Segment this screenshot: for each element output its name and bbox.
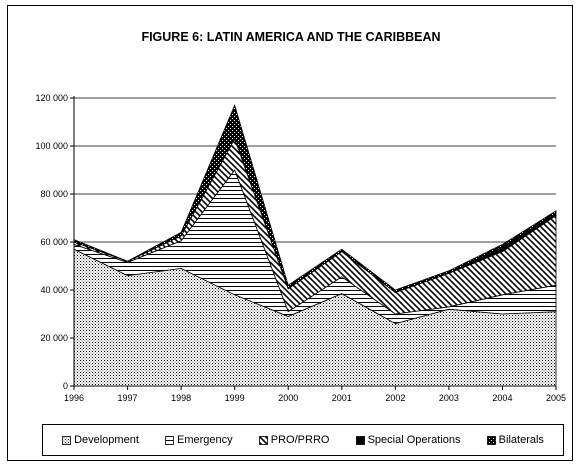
y-tick-label-0: 0 <box>63 381 68 391</box>
y-tick-label-3: 60 000 <box>40 237 68 247</box>
legend-swatch-bilaterals <box>487 436 496 445</box>
x-tick-label-4: 2000 <box>278 393 298 403</box>
y-tick-label-1: 20 000 <box>40 333 68 343</box>
chart-frame: FIGURE 6: LATIN AMERICA AND THE CARIBBEA… <box>7 5 573 461</box>
legend-swatch-special-operations <box>356 436 365 445</box>
legend-item-bilaterals: Bilaterals <box>487 434 544 446</box>
legend-label-development: Development <box>74 434 139 446</box>
chart-legend: Development Emergency PRO/PRRO Special Oper… <box>42 424 564 456</box>
legend-label-special-operations: Special Operations <box>368 434 461 446</box>
x-tick-label-0: 1996 <box>64 393 84 403</box>
x-tick-label-7: 2003 <box>439 393 459 403</box>
legend-item-emergency: Emergency <box>165 434 233 446</box>
legend-item-special-operations: Special Operations <box>356 434 461 446</box>
legend-item-development: Development <box>62 434 139 446</box>
legend-swatch-emergency <box>165 436 174 445</box>
x-tick-label-5: 2001 <box>332 393 352 403</box>
area-chart: 0 20 000 40 000 60 000 80 000 100 000 120 000 1… <box>8 6 574 418</box>
x-tick-label-9: 2005 <box>546 393 566 403</box>
legend-label-bilaterals: Bilaterals <box>499 434 544 446</box>
y-tick-label-6: 120 000 <box>35 93 68 103</box>
x-tick-label-8: 2004 <box>492 393 512 403</box>
y-tick-label-4: 80 000 <box>40 189 68 199</box>
legend-label-emergency: Emergency <box>177 434 233 446</box>
x-tick-label-2: 1998 <box>171 393 191 403</box>
legend-label-pro-prro: PRO/PRRO <box>271 434 330 446</box>
legend-item-pro-prro: PRO/PRRO <box>259 434 330 446</box>
x-tick-label-3: 1999 <box>225 393 245 403</box>
legend-swatch-pro-prro <box>259 436 268 445</box>
legend-swatch-development <box>62 436 71 445</box>
x-tick-label-1: 1997 <box>118 393 138 403</box>
x-tick-label-6: 2002 <box>385 393 405 403</box>
y-tick-label-5: 100 000 <box>35 141 68 151</box>
y-tick-label-2: 40 000 <box>40 285 68 295</box>
